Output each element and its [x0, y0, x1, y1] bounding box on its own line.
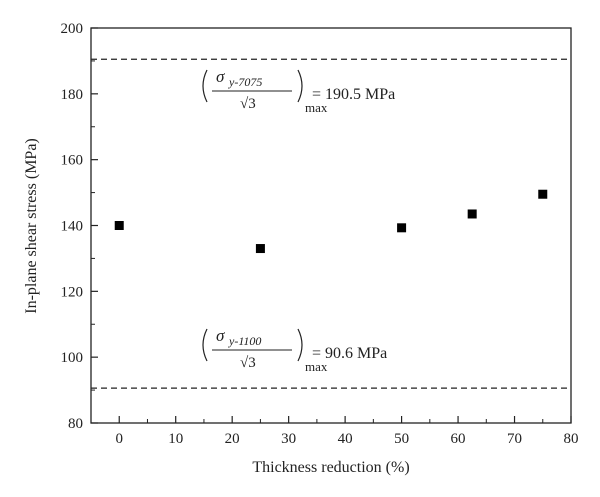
annotation-upper-root: √3	[240, 96, 256, 112]
tick-labels: 0 10 20 30 40 50 60 70 80 80 100 120 140 160 180 200	[61, 21, 579, 447]
annotation-lower: σ y-1100 √3 max = 90.6 MPa	[202, 326, 387, 374]
y-tick-label: 180	[61, 87, 84, 103]
annotation-upper-sigma: σ	[216, 67, 225, 86]
annotation-upper-subscript: y-7075	[228, 75, 262, 89]
data-point-0	[114, 221, 124, 230]
ticks	[90, 27, 572, 424]
data-point-2	[397, 223, 407, 233]
data-points	[114, 189, 548, 254]
y-tick-label: 100	[61, 350, 84, 366]
annotation-upper: σ y-7075 √3 max = 190.5 MPa	[202, 67, 395, 115]
x-tick-label: 30	[281, 431, 296, 447]
x-tick-label: 10	[168, 431, 183, 447]
y-axis-title: In-plane shear stress (MPa)	[23, 138, 40, 314]
annotation-lower-subscript: y-1100	[228, 334, 261, 348]
y-tick-label: 160	[61, 153, 84, 169]
x-tick-label: 80	[564, 431, 579, 447]
y-tick-label: 140	[61, 219, 84, 235]
x-tick-label: 0	[115, 431, 123, 447]
y-tick-label: 200	[61, 21, 84, 37]
annotation-upper-value: = 190.5 MPa	[312, 86, 395, 103]
data-point-1	[255, 244, 265, 254]
x-tick-label: 50	[394, 431, 409, 447]
data-point-4	[538, 189, 548, 199]
x-axis-title: Thickness reduction (%)	[252, 459, 409, 476]
x-tick-label: 40	[338, 431, 353, 447]
reference-lines	[91, 58, 571, 389]
annotation-upper-max: max	[305, 100, 328, 115]
annotation-lower-value: = 90.6 MPa	[312, 345, 387, 362]
x-tick-label: 20	[225, 431, 240, 447]
annotation-lower-root: √3	[240, 355, 256, 371]
y-tick-label: 80	[68, 416, 83, 432]
x-tick-label: 70	[507, 431, 522, 447]
data-point-3	[467, 209, 477, 219]
annotation-lower-sigma: σ	[216, 326, 225, 345]
x-tick-label: 60	[451, 431, 466, 447]
annotation-lower-max: max	[305, 359, 328, 374]
y-tick-label: 120	[61, 284, 84, 300]
